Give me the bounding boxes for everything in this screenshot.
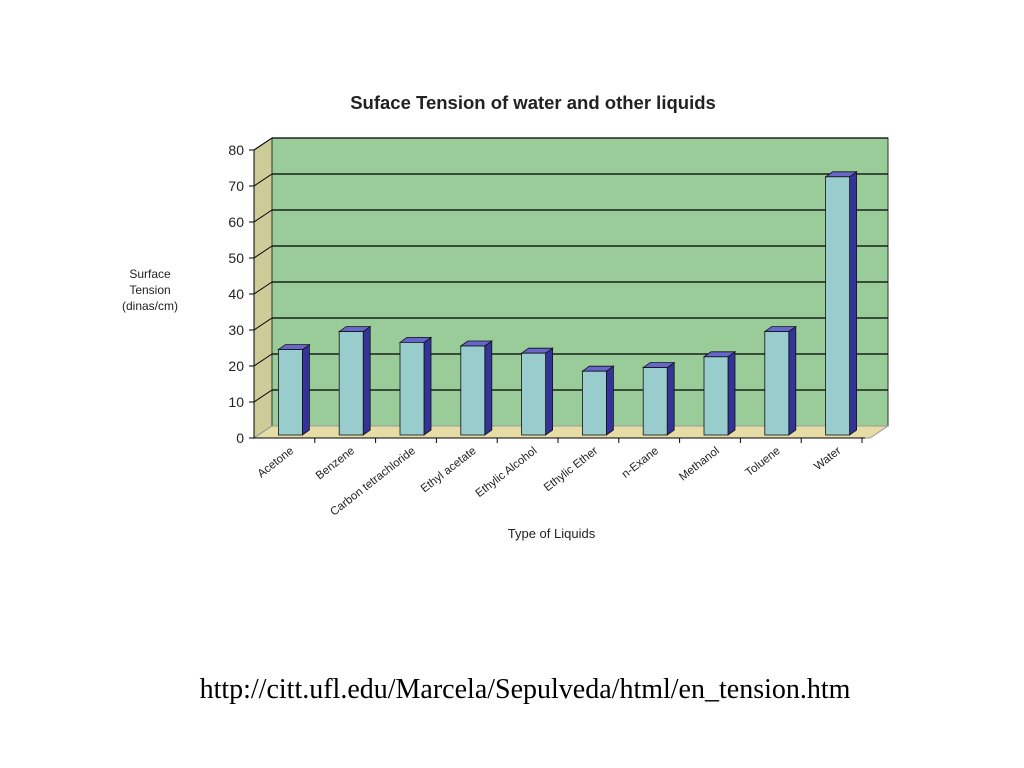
- bar: [337, 325, 372, 436]
- bar-front: [825, 176, 850, 436]
- bar-side: [362, 325, 371, 436]
- bar-front: [764, 331, 790, 436]
- bar-side: [788, 325, 797, 436]
- y-axis-label-line: (dinas/cm): [121, 299, 178, 313]
- y-tick-label: 80: [228, 142, 244, 158]
- bar-front: [277, 349, 303, 436]
- gridline-side: [253, 353, 273, 367]
- x-tick-label: n-Exane: [620, 445, 661, 481]
- x-tick-label: Methanol: [677, 445, 722, 484]
- gridline-side: [253, 245, 273, 259]
- bar-front: [582, 370, 607, 436]
- bar: [520, 347, 554, 436]
- gridline-side: [253, 209, 273, 223]
- bar-side: [484, 340, 493, 436]
- bar: [702, 351, 737, 436]
- bar-side: [606, 365, 614, 436]
- gridline-side: [253, 173, 273, 187]
- bar-front: [460, 345, 486, 436]
- y-tick-label: 50: [228, 250, 244, 266]
- y-axis-label-line: Tension: [129, 283, 171, 297]
- x-tick-label: Acetone: [256, 445, 297, 480]
- y-tick-label: 60: [228, 214, 244, 230]
- y-tick-label: 30: [228, 322, 244, 338]
- bar: [581, 365, 615, 436]
- gridline-side: [253, 281, 273, 295]
- bar-side: [301, 343, 310, 436]
- gridline-side: [253, 389, 273, 403]
- bar-side: [545, 347, 553, 436]
- bars: [277, 171, 858, 436]
- bar-side: [727, 351, 736, 436]
- bar: [763, 325, 798, 436]
- bar-front: [642, 367, 668, 436]
- bar-front: [703, 356, 729, 436]
- bar: [398, 336, 433, 436]
- x-tick-label: Water: [812, 445, 843, 473]
- x-tick-label: Toluene: [744, 445, 783, 479]
- bar-side: [666, 361, 675, 436]
- y-axis: 0 10 20 30 40 50 60 70 80: [228, 142, 865, 446]
- x-tick-label: Benzene: [314, 445, 357, 482]
- source-url: http://citt.ufl.edu/Marcela/Sepulveda/ht…: [199, 674, 851, 705]
- bar-side: [849, 171, 857, 436]
- bar: [641, 361, 676, 436]
- y-tick-label: 70: [228, 178, 244, 194]
- gridline-side: [253, 317, 273, 331]
- bar-front: [399, 341, 425, 436]
- y-axis-label-line: Surface: [129, 267, 171, 281]
- y-axis-label: Surface Tension (dinas/cm): [100, 266, 200, 314]
- gridline-side: [253, 137, 273, 151]
- y-tick-label: 10: [228, 394, 244, 410]
- chart-title: Suface Tension of water and other liquid…: [350, 92, 716, 113]
- y-tick-label: 0: [236, 430, 244, 446]
- x-axis-label: Type of Liquids: [507, 526, 596, 541]
- x-tick-label: Ethylic Alcohol: [474, 445, 540, 500]
- bar-side: [423, 336, 432, 436]
- bar: [824, 171, 858, 436]
- bar-front: [521, 352, 546, 436]
- y-tick-label: 40: [228, 286, 244, 302]
- x-tick-label: Ethyl acetate: [419, 445, 479, 495]
- bar-front: [338, 331, 364, 436]
- y-tick-label: 20: [228, 358, 244, 374]
- bar: [459, 340, 494, 436]
- x-tick-label: Ethylic Ether: [542, 445, 600, 494]
- bar: [277, 343, 311, 436]
